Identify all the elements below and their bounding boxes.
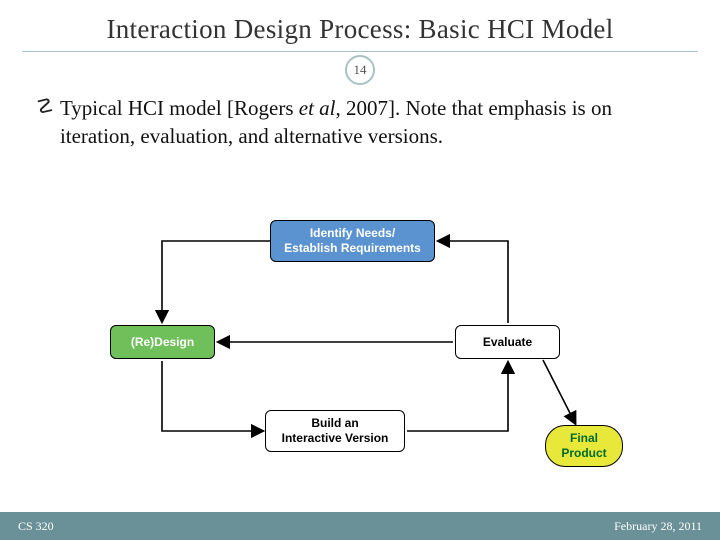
node-evaluate-label: Evaluate (483, 335, 532, 350)
node-evaluate: Evaluate (455, 325, 560, 359)
bullet-glyph-icon: ☡ (36, 94, 54, 121)
hci-model-diagram: Identify Needs/ Establish Requirements (… (90, 205, 630, 495)
footer-left: CS 320 (18, 519, 54, 534)
node-redesign-label: (Re)Design (131, 335, 194, 350)
bullet-text-italic: et al (299, 96, 336, 120)
bullet-text-pre: Typical HCI model [Rogers (60, 96, 299, 120)
footer-right: February 28, 2011 (614, 519, 702, 534)
node-final-product: Final Product (545, 425, 623, 467)
node-identify-label: Identify Needs/ Establish Requirements (284, 226, 421, 256)
node-build-label: Build an Interactive Version (282, 416, 389, 446)
node-identify-needs: Identify Needs/ Establish Requirements (270, 220, 435, 262)
slide-title: Interaction Design Process: Basic HCI Mo… (0, 0, 720, 51)
bullet-text: Typical HCI model [Rogers et al, 2007]. … (60, 94, 684, 151)
page-number-badge: 14 (345, 55, 375, 85)
node-redesign: (Re)Design (110, 325, 215, 359)
slide-footer: CS 320 February 28, 2011 (0, 512, 720, 540)
node-build-version: Build an Interactive Version (265, 410, 405, 452)
node-final-label: Final Product (561, 431, 606, 461)
bullet-item: ☡ Typical HCI model [Rogers et al, 2007]… (36, 94, 684, 151)
